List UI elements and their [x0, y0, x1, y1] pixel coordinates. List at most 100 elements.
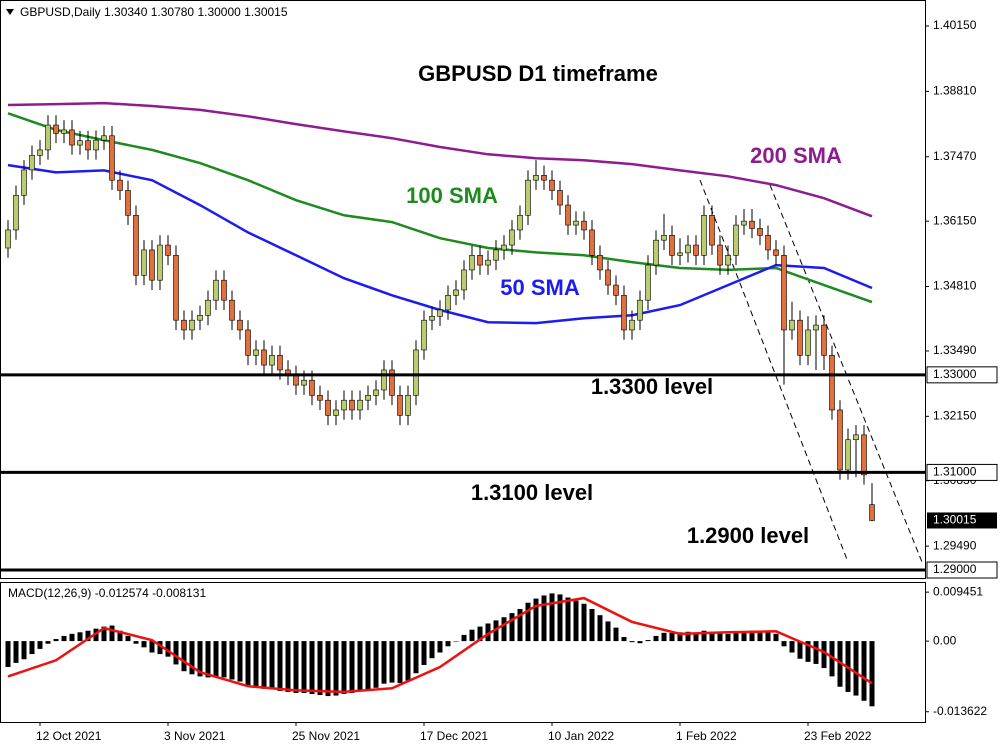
candle-body — [733, 224, 739, 256]
candle-body — [61, 129, 67, 134]
candle-body — [765, 235, 771, 251]
macd-bar — [285, 641, 291, 692]
macd-bar — [605, 621, 611, 642]
candle-body — [581, 220, 587, 231]
y-tick-label: 1.33490 — [933, 343, 977, 357]
macd-signal-line — [7, 596, 873, 694]
macd-bar — [213, 641, 219, 677]
macd-bar — [541, 595, 547, 642]
header: GBPUSD,Daily 1.30340 1.30780 1.30000 1.3… — [20, 5, 288, 19]
level-box — [926, 463, 998, 481]
level-price-label: 1.29000 — [933, 562, 977, 576]
candle-body — [365, 395, 371, 401]
candle-body — [157, 244, 163, 281]
candle-body — [453, 289, 459, 296]
candle-body — [237, 319, 243, 331]
candle-body — [557, 190, 563, 206]
macd-bar — [45, 641, 51, 644]
candle-body — [549, 179, 555, 191]
macd-bar — [557, 594, 563, 642]
macd-bar — [141, 641, 147, 648]
candle-body — [21, 169, 27, 196]
sma-label: 200 SMA — [750, 143, 842, 168]
level-price-label: 1.33000 — [933, 367, 977, 381]
candle-body — [261, 349, 267, 366]
macd-bar — [509, 613, 515, 642]
candle-body — [405, 395, 411, 416]
macd-bar — [413, 641, 419, 674]
macd-bar — [365, 641, 371, 690]
macd-bar — [613, 627, 619, 642]
macd-bar — [701, 630, 707, 642]
candle-body — [493, 249, 499, 261]
candle-body — [277, 355, 283, 371]
y-tick-label: 1.38810 — [933, 84, 977, 98]
macd-tick-label: -0.013622 — [933, 704, 987, 718]
candle-body — [613, 284, 619, 296]
x-tick-label: 12 Oct 2021 — [36, 729, 102, 743]
candle-body — [181, 319, 187, 331]
macd-bar — [269, 641, 275, 690]
candle-body — [773, 249, 779, 256]
macd-bar — [517, 608, 523, 642]
macd-bar — [437, 641, 443, 653]
macd-bar — [533, 598, 539, 642]
candle-body — [701, 215, 707, 256]
macd-bar — [5, 641, 11, 668]
macd-bar — [525, 602, 531, 642]
candle-body — [845, 439, 851, 471]
candle-body — [53, 124, 59, 134]
candle-body — [693, 244, 699, 256]
candle-body — [637, 299, 643, 321]
macd-bar — [261, 641, 267, 689]
macd-bar — [221, 641, 227, 678]
menu-arrow — [6, 9, 14, 15]
macd-bar — [741, 631, 747, 642]
macd-bar — [309, 641, 315, 694]
macd-bar — [253, 641, 259, 687]
macd-bar — [109, 625, 115, 642]
candle-body — [229, 299, 235, 321]
candle-body — [837, 409, 843, 471]
candle-body — [117, 179, 123, 191]
macd-bar — [341, 641, 347, 694]
candle-body — [197, 315, 203, 321]
macd-bar — [597, 615, 603, 642]
macd-bar — [677, 632, 683, 642]
macd-bar — [117, 630, 123, 642]
candle-body — [141, 249, 147, 276]
macd-bar — [373, 641, 379, 688]
y-tick-label: 1.29490 — [933, 538, 977, 552]
macd-bar — [469, 629, 475, 642]
candle-body — [485, 259, 491, 266]
candle-body — [29, 154, 35, 171]
candle-body — [461, 269, 467, 291]
candle-body — [677, 252, 683, 256]
macd-bar — [165, 641, 171, 657]
macd-bar — [157, 641, 163, 655]
candle-body — [269, 355, 275, 366]
candle-body — [645, 264, 651, 301]
candle-body — [357, 399, 363, 411]
candle-body — [77, 140, 83, 146]
macd-bar — [205, 641, 211, 678]
y-tick-label: 1.36150 — [933, 213, 977, 227]
macd-bar — [621, 636, 627, 642]
candle-body — [37, 149, 43, 156]
macd-bar — [29, 641, 35, 655]
macd-bar — [181, 641, 187, 672]
candle-body — [253, 349, 259, 356]
candle-body — [149, 249, 155, 281]
macd-bar — [589, 608, 595, 642]
macd-bar — [101, 626, 107, 642]
macd-bar — [549, 593, 555, 642]
macd-bar — [21, 641, 27, 660]
sma-label: 100 SMA — [406, 183, 498, 208]
macd-bar — [173, 641, 179, 665]
candle-body — [661, 235, 667, 241]
candle-body — [805, 329, 811, 356]
level-box — [926, 561, 998, 579]
candle-body — [781, 255, 787, 331]
macd-bar — [685, 631, 691, 642]
macd-bar — [669, 632, 675, 642]
